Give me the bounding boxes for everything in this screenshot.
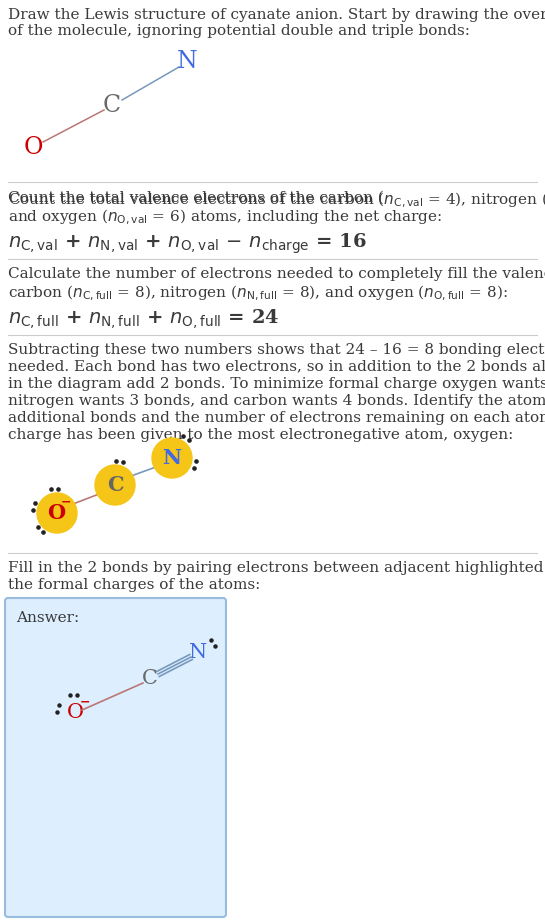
Circle shape: [95, 465, 135, 505]
Text: Subtracting these two numbers shows that 24 – 16 = 8 bonding electrons are: Subtracting these two numbers shows that…: [8, 343, 545, 357]
FancyBboxPatch shape: [5, 598, 226, 917]
Text: the formal charges of the atoms:: the formal charges of the atoms:: [8, 578, 261, 592]
Text: Count the total valence electrons of the carbon (: Count the total valence electrons of the…: [8, 191, 384, 205]
Text: O: O: [47, 503, 65, 523]
Text: C: C: [142, 670, 158, 688]
Text: and oxygen ($n_{\mathrm{O,val}}$ = 6) atoms, including the net charge:: and oxygen ($n_{\mathrm{O,val}}$ = 6) at…: [8, 208, 443, 227]
Text: Fill in the 2 bonds by pairing electrons between adjacent highlighted atoms, not: Fill in the 2 bonds by pairing electrons…: [8, 561, 545, 575]
Text: additional bonds and the number of electrons remaining on each atom. The net: additional bonds and the number of elect…: [8, 411, 545, 425]
Text: $n_{\mathrm{C,full}}$ + $n_{\mathrm{N,full}}$ + $n_{\mathrm{O,full}}$ = 24: $n_{\mathrm{C,full}}$ + $n_{\mathrm{N,fu…: [8, 307, 280, 331]
Text: N: N: [177, 51, 197, 74]
Text: $n_{\mathrm{C,val}}$ + $n_{\mathrm{N,val}}$ + $n_{\mathrm{O,val}}$ $-$ $n_{\math: $n_{\mathrm{C,val}}$ + $n_{\mathrm{N,val…: [8, 231, 367, 256]
Text: C: C: [107, 475, 123, 495]
Text: Draw the Lewis structure of cyanate anion. Start by drawing the overall structur: Draw the Lewis structure of cyanate anio…: [8, 8, 545, 22]
Text: Calculate the number of electrons needed to completely fill the valence shells f: Calculate the number of electrons needed…: [8, 267, 545, 281]
Circle shape: [37, 493, 77, 533]
Text: O: O: [66, 703, 83, 723]
Text: in the diagram add 2 bonds. To minimize formal charge oxygen wants 2 bonds,: in the diagram add 2 bonds. To minimize …: [8, 377, 545, 391]
Text: C: C: [103, 93, 121, 116]
Text: Answer:: Answer:: [16, 611, 79, 625]
Circle shape: [152, 438, 192, 478]
Text: nitrogen wants 3 bonds, and carbon wants 4 bonds. Identify the atoms that want: nitrogen wants 3 bonds, and carbon wants…: [8, 394, 545, 408]
Text: −: −: [80, 696, 90, 709]
Text: Count the total valence electrons of the carbon ($n_{\mathrm{C,val}}$ = 4), nitr: Count the total valence electrons of the…: [8, 191, 545, 211]
Text: of the molecule, ignoring potential double and triple bonds:: of the molecule, ignoring potential doub…: [8, 24, 470, 38]
Text: N: N: [189, 643, 207, 663]
Text: O: O: [23, 136, 43, 159]
Text: needed. Each bond has two electrons, so in addition to the 2 bonds already prese: needed. Each bond has two electrons, so …: [8, 360, 545, 374]
Text: −: −: [60, 495, 71, 508]
Text: carbon ($n_{\mathrm{C,full}}$ = 8), nitrogen ($n_{\mathrm{N,full}}$ = 8), and ox: carbon ($n_{\mathrm{C,full}}$ = 8), nitr…: [8, 284, 508, 303]
Text: charge has been given to the most electronegative atom, oxygen:: charge has been given to the most electr…: [8, 428, 513, 442]
Text: N: N: [162, 448, 181, 468]
